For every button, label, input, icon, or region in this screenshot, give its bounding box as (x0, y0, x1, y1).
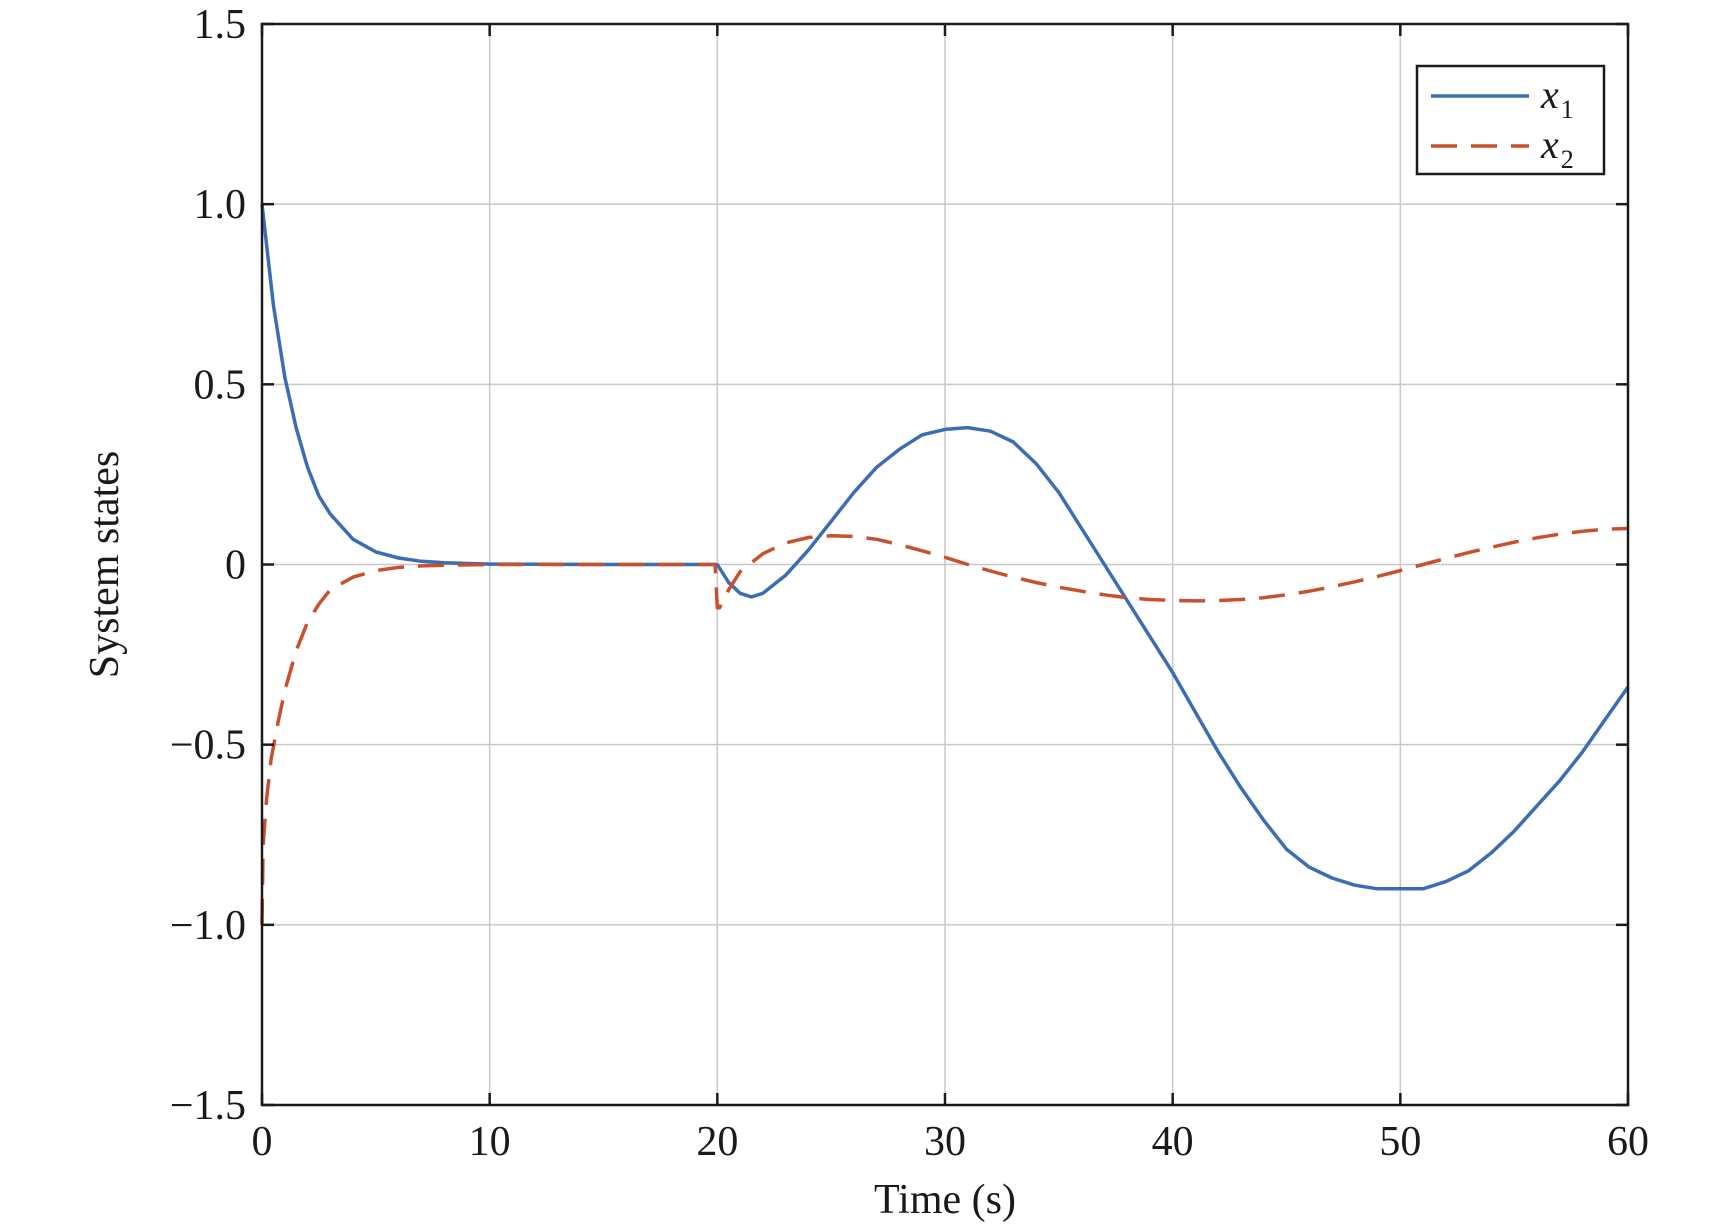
x-tick-label: 0 (252, 1119, 273, 1165)
y-tick-label: 0 (225, 543, 246, 589)
series-line-x1 (260, 204, 1630, 891)
y-tick-label: 0.5 (194, 362, 247, 408)
tick-labels: 0 10 20 30 40 50 60 −1.5 −1.0 −0.5 0 0.5 1.0 1.5 (170, 2, 1649, 1165)
legend-label-subscript: 2 (1561, 145, 1574, 174)
y-tick-label: 1.0 (194, 182, 247, 228)
x-tick-label: 60 (1607, 1119, 1649, 1165)
legend-label-main: x (1540, 72, 1559, 117)
legend-label: x2 (1540, 122, 1574, 174)
y-axis-label: System states (82, 451, 128, 679)
x-tick-label: 30 (924, 1119, 966, 1165)
legend-label: x1 (1540, 72, 1574, 124)
series-line-x2 (260, 526, 1629, 925)
x-tick-label: 40 (1152, 1119, 1194, 1165)
x-tick-label: 10 (469, 1119, 511, 1165)
x-tick-label: 20 (696, 1119, 738, 1165)
legend-label-subscript: 1 (1561, 95, 1574, 124)
y-tick-label: −1.0 (170, 903, 246, 949)
y-tick-label: −0.5 (170, 723, 246, 769)
series-layer (260, 204, 1630, 925)
y-tick-label: −1.5 (170, 1083, 246, 1129)
x-axis-label: Time (s) (874, 1177, 1016, 1223)
legend-box (1415, 64, 1606, 176)
ticks (260, 22, 1630, 1107)
x-tick-label: 50 (1379, 1119, 1421, 1165)
y-tick-label: 1.5 (194, 2, 247, 48)
legend-label-main: x (1540, 122, 1559, 167)
